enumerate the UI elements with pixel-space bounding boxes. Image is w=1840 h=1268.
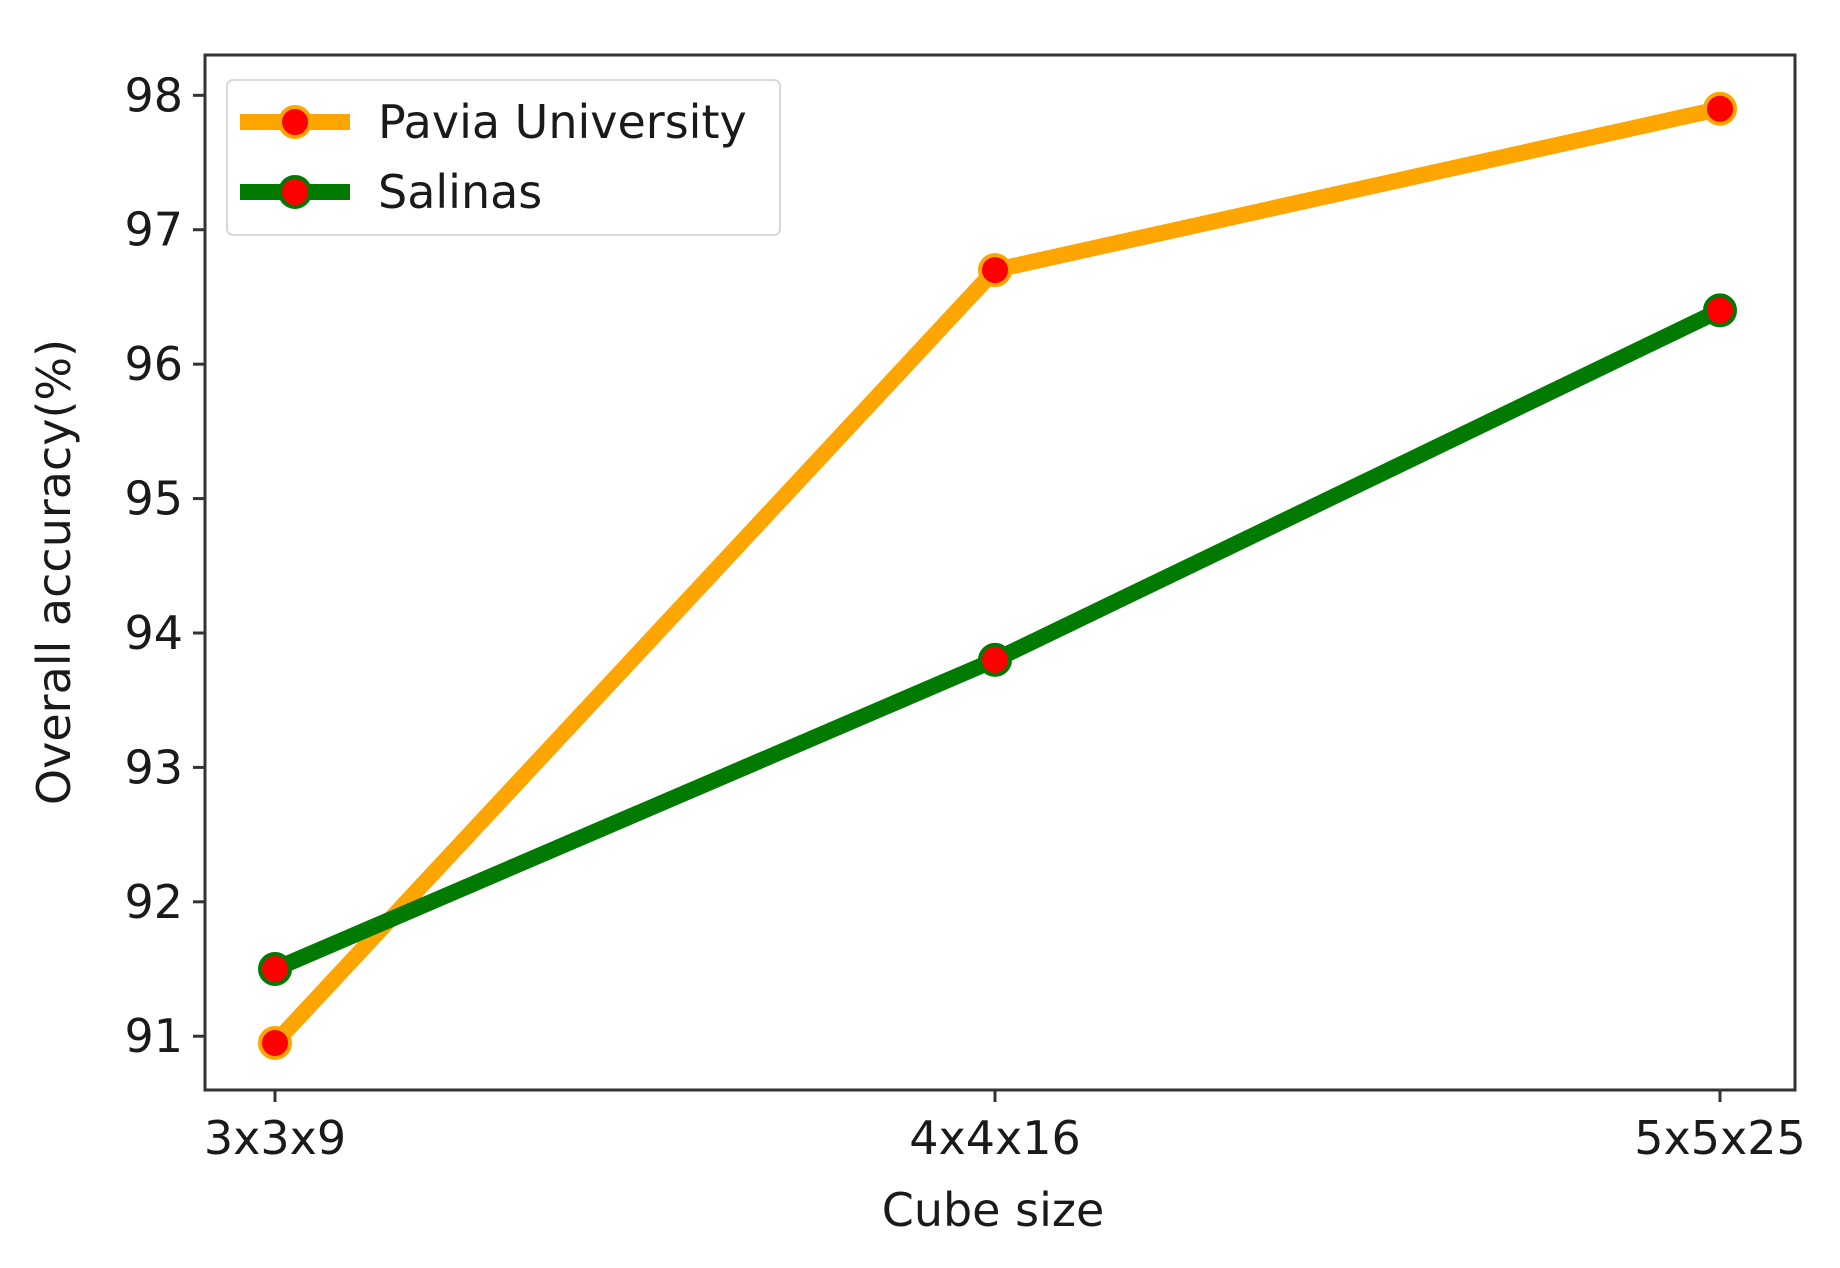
data-point [1703,91,1737,126]
y-tick-label: 97 [124,203,183,257]
series-points [258,91,1737,1060]
data-point [1703,293,1737,328]
x-axis-ticks: 3x3x9 4x4x16 5x5x25 [204,1090,1806,1165]
plot-frame [203,53,1797,1092]
x-tick-label: 3x3x9 [204,1111,346,1165]
y-tick-label: 94 [124,606,183,660]
x-axis-label: Cube size [882,1183,1105,1237]
data-point [978,253,1012,288]
y-tick-label: 95 [124,472,183,526]
y-tick-label: 92 [124,875,183,929]
legend-marker [278,105,312,139]
data-point [258,952,292,987]
y-tick-label: 98 [124,68,183,122]
y-axis-label: Overall accuracy(%) [27,339,81,805]
y-tick-label: 96 [124,337,183,391]
legend-label: Salinas [378,165,542,219]
data-point [978,642,1012,677]
x-tick-label: 5x5x25 [1634,1111,1806,1165]
legend-marker [278,175,312,209]
legend: Pavia University Salinas [226,79,781,236]
x-tick-label: 4x4x16 [909,1111,1081,1165]
data-point [258,1025,292,1060]
y-tick-label: 93 [124,740,183,794]
legend-box [226,79,781,236]
legend-label: Pavia University [378,95,747,149]
y-axis-ticks: 91 92 93 94 95 96 97 98 [124,68,205,1063]
y-tick-label: 91 [124,1009,183,1063]
